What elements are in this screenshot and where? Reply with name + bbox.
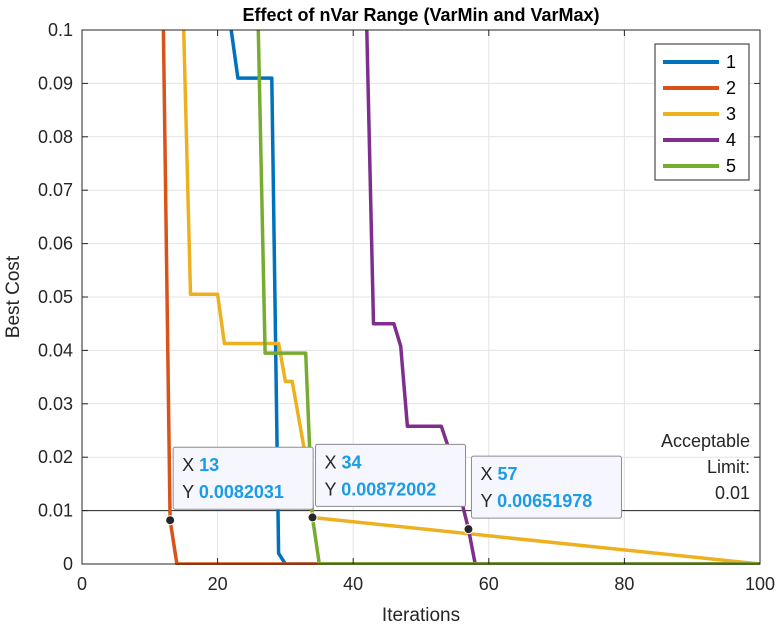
datatips[interactable]: X 13 Y 0.0082031 X 34 Y 0.00872002 X 57 Y 0.0…: [165, 443, 622, 535]
y-tick-label: 0.01: [38, 501, 73, 521]
x-tick-label: 20: [208, 574, 228, 594]
datatip-x-value: 34: [342, 452, 362, 472]
y-axis-label: Best Cost: [3, 255, 24, 338]
axis-ticks: [81, 29, 761, 565]
legend-item-2[interactable]: 2: [663, 78, 736, 98]
y-tick-label: 0.1: [48, 20, 73, 40]
chart-title: Effect of nVar Range (VarMin and VarMax): [242, 5, 599, 25]
datatip-marker[interactable]: [165, 515, 176, 526]
legend-item-3[interactable]: 3: [663, 104, 736, 124]
datatip-y-value: 0.0082031: [199, 482, 284, 502]
datatip-x-label: X 57: [480, 464, 517, 484]
datatip-x-label: X 34: [325, 452, 362, 472]
legend-label: 2: [726, 78, 736, 98]
y-tick-label: 0.06: [38, 234, 73, 254]
y-tick-label: 0.03: [38, 394, 73, 414]
reference-line-label: Acceptable Limit: 0.01: [661, 431, 750, 503]
legend-item-4[interactable]: 4: [663, 130, 736, 150]
datatip-x-value: 57: [497, 464, 517, 484]
datatip-y-value: 0.00651978: [497, 491, 592, 511]
datatip-box: [470, 455, 622, 519]
y-tick-label: 0.07: [38, 180, 73, 200]
legend-label: 4: [726, 130, 736, 150]
y-tick-label: 0.02: [38, 447, 73, 467]
series-line-4: [365, 29, 760, 565]
y-tick-label: 0: [63, 554, 73, 574]
datatip[interactable]: X 34 Y 0.00872002: [307, 443, 467, 523]
y-tick-label: 0.08: [38, 127, 73, 147]
reference-line-label-3: 0.01: [715, 483, 750, 503]
axis-tick-labels: 0 20 40 60 80 100 0 0.01 0.02 0.03 0.04 0.05 0.06 0.0…: [38, 20, 775, 594]
legend-label: 1: [726, 52, 736, 72]
legend-item-5[interactable]: 5: [663, 156, 736, 176]
datatip-marker[interactable]: [307, 512, 318, 523]
datatip-box: [315, 443, 467, 507]
legend[interactable]: 1 2 3 4 5: [654, 43, 750, 181]
x-tick-label: 80: [614, 574, 634, 594]
legend-label: 3: [726, 104, 736, 124]
x-tick-label: 100: [745, 574, 775, 594]
y-tick-label: 0.09: [38, 73, 73, 93]
datatip[interactable]: X 57 Y 0.00651978: [463, 455, 622, 535]
legend-item-1[interactable]: 1: [663, 52, 736, 72]
datatip-box: [172, 446, 314, 510]
datatip-y-value: 0.00872002: [341, 479, 436, 499]
y-tick-label: 0.04: [38, 340, 73, 360]
legend-label: 5: [726, 156, 736, 176]
y-tick-label: 0.05: [38, 287, 73, 307]
datatip-y-label: Y 0.0082031: [182, 482, 284, 502]
datatip-marker[interactable]: [463, 524, 474, 535]
datatip-y-label: Y 0.00872002: [325, 479, 437, 499]
datatip-x-label: X 13: [182, 455, 219, 475]
reference-line-label-1: Acceptable: [661, 431, 750, 451]
reference-line-label-2: Limit:: [707, 457, 750, 477]
x-tick-label: 40: [343, 574, 363, 594]
x-axis-label: Iterations: [382, 605, 460, 626]
x-tick-label: 60: [479, 574, 499, 594]
datatip-y-label: Y 0.00651978: [480, 491, 592, 511]
datatip-x-value: 13: [199, 455, 219, 475]
datatip[interactable]: X 13 Y 0.0082031: [165, 446, 314, 526]
x-tick-label: 0: [77, 574, 87, 594]
